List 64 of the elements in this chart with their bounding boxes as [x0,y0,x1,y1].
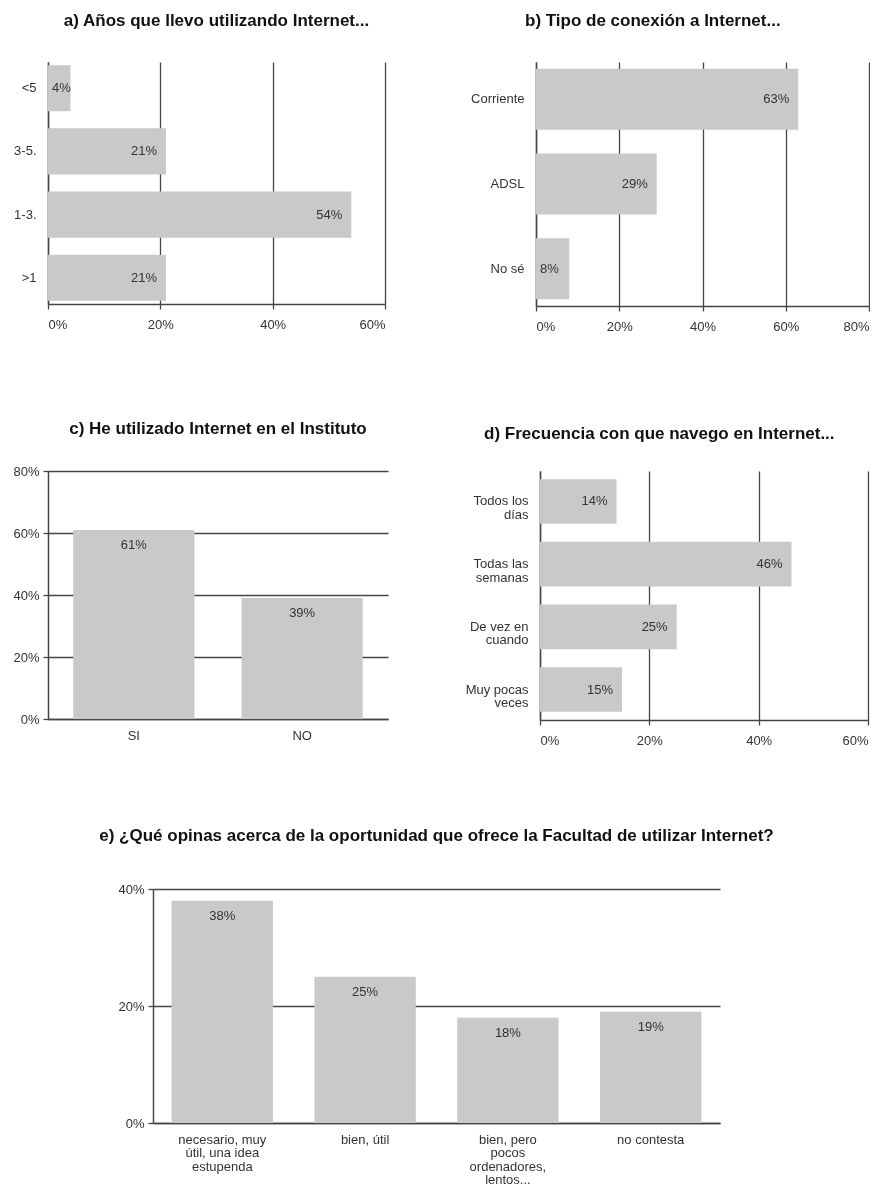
y-tick-label: 0% [125,1115,145,1131]
data-label: 46% [756,556,783,572]
data-label: 54% [316,206,343,222]
y-tick-label: No sé [490,260,525,276]
x-tick-label: 20% [636,732,664,748]
bar [314,976,416,1123]
data-label: 25% [641,618,669,634]
x-tick-label: 0% [540,732,560,748]
data-label: 18% [494,1024,522,1040]
y-tick-label: Todos los días [473,493,529,522]
x-tick-label: 40% [260,316,287,332]
data-label: 21% [130,143,158,159]
x-tick-label: necesario, muy útil, una idea estupenda [178,1131,267,1174]
x-tick-label: bien, útil [340,1131,390,1147]
y-tick-label: ADSL [490,176,525,191]
data-label: 14% [581,493,608,509]
data-label: 15% [586,681,614,697]
data-label: 21% [130,269,158,285]
x-tick-label: 60% [842,732,869,748]
x-tick-label: NO [292,727,312,743]
y-tick-label: >1 [21,269,37,285]
y-tick-label: 20% [13,649,40,665]
data-label: 25% [352,983,379,999]
bar [171,900,273,1123]
bar [600,1011,702,1123]
data-label: 8% [540,260,560,276]
data-label: 39% [289,605,316,621]
y-tick-label: De vez en cuando [469,618,529,648]
x-tick-label: 0% [536,318,556,334]
chart-title: e) ¿Qué opinas acerca de la oportunidad que ofrece la Facultad de utilizar Internet? [99,826,774,845]
x-tick-label: SI [127,727,140,743]
x-tick-label: 20% [606,318,634,334]
chart-title: a) Años que llevo utilizando Internet... [63,11,370,30]
y-tick-label: Todas las semanas [473,556,529,585]
x-tick-label: 40% [746,732,773,748]
y-tick-label: 0% [20,711,40,727]
y-tick-label: 20% [118,998,145,1014]
chart-title: d) Frecuencia con que navego en Internet... [484,424,835,443]
data-label: 63% [763,91,790,107]
x-tick-label: 80% [843,318,870,334]
chart-title: b) Tipo de conexión a Internet... [525,11,781,30]
x-tick-label: 60% [773,318,800,334]
y-tick-label: 3-5. [14,143,37,159]
x-tick-label: 60% [359,316,386,332]
data-label: 38% [209,907,236,923]
data-label: 61% [120,536,148,552]
x-tick-label: bien, pero pocos ordenadores, lentos... [469,1131,547,1187]
x-tick-label: 40% [689,318,717,334]
y-tick-label: 40% [13,587,40,603]
y-tick-label: 80% [13,463,40,479]
data-label: 19% [637,1018,665,1034]
bar [457,1017,559,1123]
y-tick-label: 60% [13,525,40,541]
y-tick-label: Corriente [471,91,525,107]
y-tick-label: Muy pocas veces [465,681,529,711]
data-label: 29% [621,176,649,191]
chart-title: c) He utilizado Internet en el Instituto [69,419,367,438]
data-label: 4% [52,80,72,96]
y-tick-label: 1-3. [14,206,37,222]
y-tick-label: <5 [21,80,37,96]
x-tick-label: no contesta [617,1131,686,1147]
x-tick-label: 20% [147,316,175,332]
x-tick-label: 0% [48,316,68,332]
y-tick-label: 40% [118,881,145,897]
